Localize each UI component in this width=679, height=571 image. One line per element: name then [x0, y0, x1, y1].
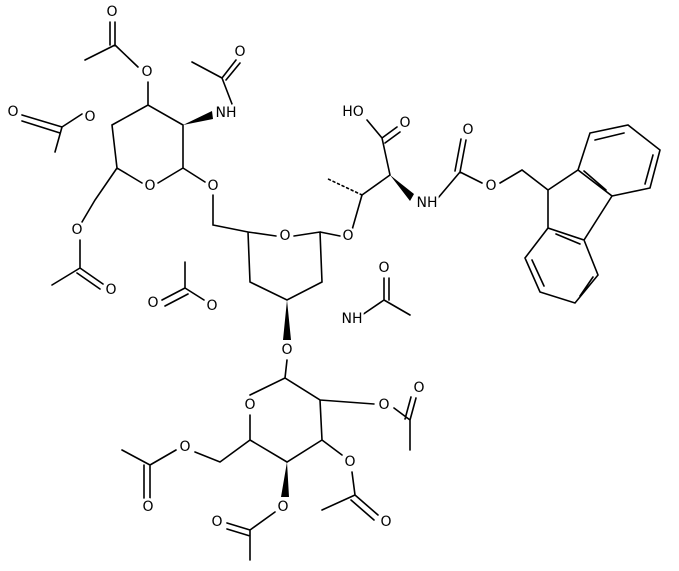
atom-label: O — [281, 342, 292, 358]
atom-label: O — [462, 122, 473, 138]
atom-label: O — [378, 397, 389, 413]
atom-label: O — [211, 514, 222, 530]
atom-label: O — [105, 282, 116, 298]
bonds — [21, 21, 661, 561]
atom-label: NH — [342, 311, 363, 327]
atom-label: O — [141, 64, 152, 80]
atom-label: O — [179, 439, 190, 455]
atom-label: NH — [417, 195, 438, 211]
atom-label: O — [147, 295, 158, 311]
atom-label: O — [144, 178, 155, 194]
hashed-bond — [325, 177, 363, 196]
atom-label: O — [342, 228, 353, 244]
atom-label: O — [7, 104, 18, 120]
atom-label: O — [234, 44, 245, 60]
atom-label: O — [206, 298, 217, 314]
atom-label: O — [71, 222, 82, 238]
atom-label: O — [277, 499, 288, 515]
atom-label: O — [84, 109, 95, 125]
atom-label: O — [485, 178, 496, 194]
atom-label: O — [279, 228, 290, 244]
atom-label: HO — [342, 104, 364, 120]
atom-label: O — [378, 260, 389, 276]
atom-label: O — [207, 178, 218, 194]
atom-label: O — [344, 454, 355, 470]
atom-label: O — [142, 499, 153, 515]
atom-label: O — [380, 514, 391, 530]
atom-label: O — [106, 4, 117, 20]
atom-label: O — [413, 380, 424, 396]
atom-label: NH — [216, 105, 237, 121]
atom-label: O — [399, 115, 410, 131]
atom-label: O — [244, 397, 255, 413]
